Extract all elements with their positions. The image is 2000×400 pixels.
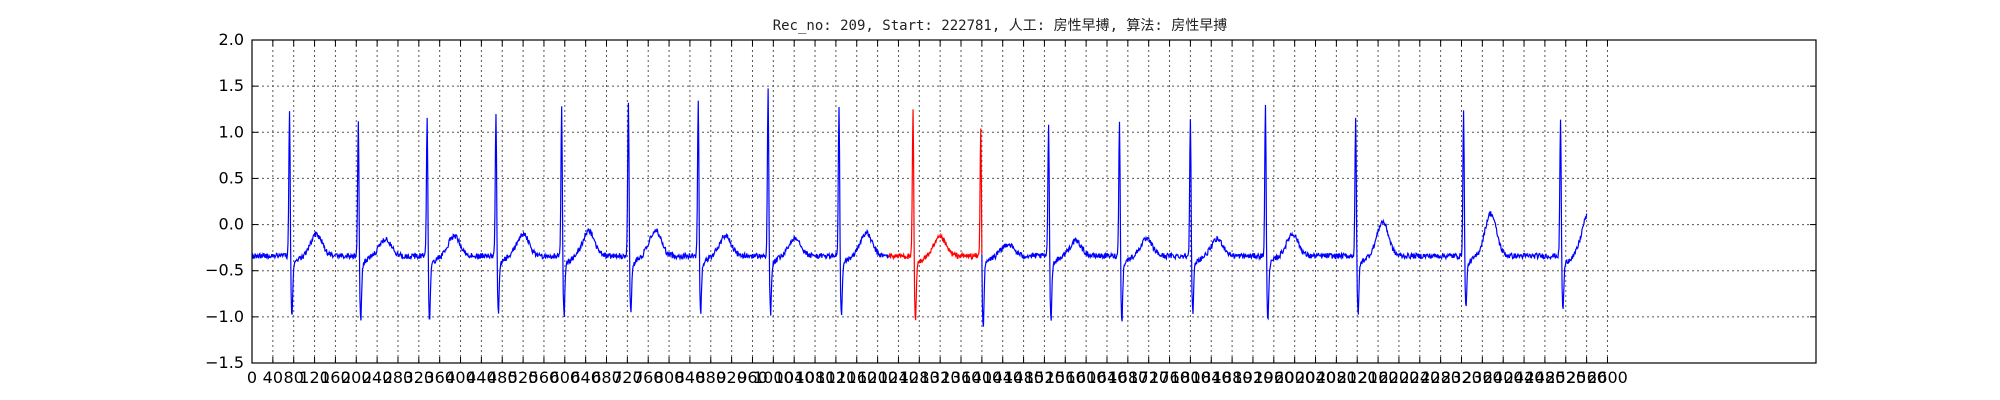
x-tick-label: 2000 <box>1274 368 1315 387</box>
y-axis: −1.5 −1.0 −0.5 0.0 0.5 1.0 1.5 2.0 <box>205 30 1816 372</box>
x-tick-label: 1720 <box>1128 368 1169 387</box>
x-tick-label: 2160 <box>1358 368 1399 387</box>
x-tick-label: 240 <box>362 368 393 387</box>
x-tick-label: 1280 <box>899 368 940 387</box>
x-tick-label: 400 <box>445 368 476 387</box>
x-tick-label: 1840 <box>1191 368 1232 387</box>
x-tick-label: 1440 <box>982 368 1023 387</box>
x-tick-label: 600 <box>550 368 581 387</box>
ecg-segment <box>981 104 1588 327</box>
x-tick-label: 1400 <box>962 368 1003 387</box>
x-tick-label: 2200 <box>1379 368 1420 387</box>
x-tick-label: 800 <box>654 368 685 387</box>
x-tick-label: 1320 <box>920 368 961 387</box>
x-tick-label: 2320 <box>1441 368 1482 387</box>
x-tick-label: 960 <box>737 368 768 387</box>
x-tick-label: 1560 <box>1045 368 1086 387</box>
x-tick-label: 2400 <box>1483 368 1524 387</box>
x-tick-label: 1920 <box>1233 368 1274 387</box>
y-tick-label: 0.5 <box>219 168 244 187</box>
x-tick-label: 2240 <box>1399 368 1440 387</box>
x-tick-label: 1600 <box>1066 368 1107 387</box>
x-tick-label: 520 <box>508 368 539 387</box>
x-tick-label: 1240 <box>878 368 919 387</box>
x-tick-label: 2440 <box>1504 368 1545 387</box>
x-tick-label: 640 <box>570 368 601 387</box>
x-tick-label: 1160 <box>836 368 877 387</box>
highlighted-beat-segment <box>888 109 983 321</box>
x-tick-label: 1120 <box>816 368 857 387</box>
x-tick-label: 560 <box>529 368 560 387</box>
x-tick-label: 2280 <box>1420 368 1461 387</box>
x-tick-label: 480 <box>487 368 518 387</box>
x-tick-label: 1200 <box>857 368 898 387</box>
y-tick-label: 1.5 <box>219 76 244 95</box>
x-tick-label: 1640 <box>1087 368 1128 387</box>
x-tick-label: 2120 <box>1337 368 1378 387</box>
x-tick-label: 2520 <box>1545 368 1586 387</box>
x-tick-label: 880 <box>695 368 726 387</box>
x-tick-label: 80 <box>284 368 304 387</box>
x-tick-label: 1040 <box>774 368 815 387</box>
ecg-segment <box>251 88 890 321</box>
x-tick-label: 200 <box>341 368 372 387</box>
x-tick-label: 160 <box>320 368 351 387</box>
ecg-trace-layer <box>251 88 1588 327</box>
x-tick-label: 2080 <box>1316 368 1357 387</box>
chart-title: Rec_no: 209, Start: 222781, 人工: 房性早搏, 算法… <box>773 17 1228 34</box>
x-axis: 0 40 8012016020024028032036040044048052056… <box>247 40 1628 387</box>
x-tick-label: 1360 <box>941 368 982 387</box>
x-tick-label: 360 <box>424 368 455 387</box>
y-tick-label: 1.0 <box>219 122 244 141</box>
x-tick-label: 1480 <box>1003 368 1044 387</box>
x-tick-label: 720 <box>612 368 643 387</box>
x-tick-label: 1000 <box>753 368 794 387</box>
x-tick-label: 0 <box>247 368 257 387</box>
grid-layer <box>252 40 1816 363</box>
x-tick-label: 2360 <box>1462 368 1503 387</box>
x-tick-label: 2040 <box>1295 368 1336 387</box>
x-tick-label: 120 <box>299 368 330 387</box>
x-tick-label: 760 <box>633 368 664 387</box>
x-tick-label: 320 <box>404 368 435 387</box>
y-tick-label: −0.5 <box>205 261 244 280</box>
y-tick-label: −1.0 <box>205 307 244 326</box>
x-tick-label: 1520 <box>1024 368 1065 387</box>
x-tick-label: 40 <box>263 368 283 387</box>
y-tick-label: 2.0 <box>219 30 244 49</box>
x-tick-label: 680 <box>591 368 622 387</box>
x-tick-label: 920 <box>716 368 747 387</box>
x-tick-label: 280 <box>383 368 414 387</box>
x-tick-label: 1680 <box>1107 368 1148 387</box>
x-tick-label: 2480 <box>1525 368 1566 387</box>
x-tick-label: 1880 <box>1212 368 1253 387</box>
x-tick-label: 1800 <box>1170 368 1211 387</box>
y-tick-label: −1.5 <box>205 353 244 372</box>
plot-frame <box>251 39 1817 364</box>
x-tick-label: 2600 <box>1587 368 1628 387</box>
x-tick-label: 1080 <box>795 368 836 387</box>
x-tick-label: 1960 <box>1253 368 1294 387</box>
y-tick-label: 0.0 <box>219 215 244 234</box>
x-tick-label: 840 <box>675 368 706 387</box>
x-tick-label: 2560 <box>1566 368 1607 387</box>
x-tick-label: 440 <box>466 368 497 387</box>
x-tick-label: 1760 <box>1149 368 1190 387</box>
